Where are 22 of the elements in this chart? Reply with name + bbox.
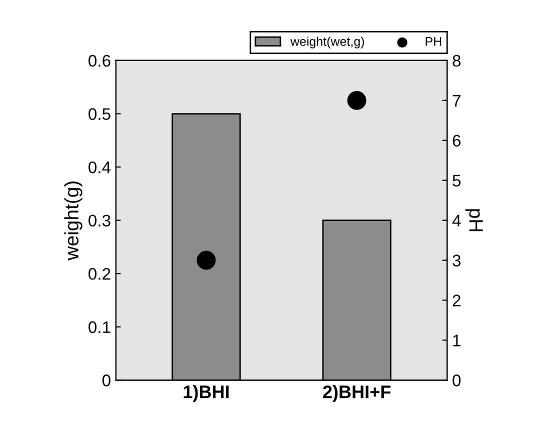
y2-tick-label: 4: [452, 214, 461, 226]
y-tick-label: 0.2: [88, 268, 110, 280]
y2-axis-title: pH: [465, 209, 483, 232]
y-tick-label: 0.1: [88, 321, 110, 334]
y2-tick-label: 5: [452, 174, 461, 187]
y-tick-label: 0.3: [88, 214, 110, 227]
legend-label: PH: [426, 37, 442, 46]
y-axis-title: weight(g): [64, 182, 82, 260]
y-tick-label: 0.5: [88, 108, 110, 120]
y2-tick-label: 6: [452, 134, 461, 147]
y2-tick-label: 0: [452, 374, 461, 386]
y2-tick-label: 2: [452, 294, 460, 306]
x-tick-label: 2)BHI+F: [323, 385, 390, 402]
y2-tick-label: 3: [452, 254, 461, 266]
y-tick-label: 0: [102, 374, 110, 386]
x-tick-label: 1)BHI: [184, 385, 229, 402]
y-tick-label: 0.6: [88, 54, 110, 67]
y-tick-label: 0.4: [88, 161, 111, 174]
legend-label: weight(wet,g): [290, 36, 364, 48]
y2-tick-label: 8: [452, 54, 461, 67]
y2-tick-label: 1: [453, 334, 460, 346]
y2-tick-label: 7: [452, 95, 460, 106]
